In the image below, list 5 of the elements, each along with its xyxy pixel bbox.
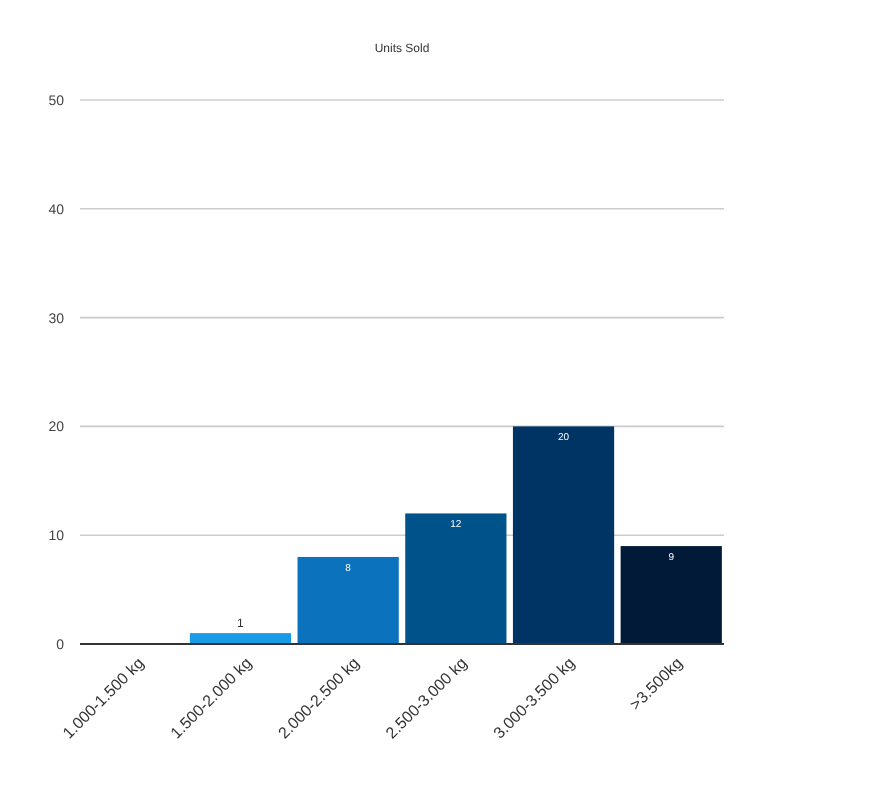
- bar: [620, 546, 722, 644]
- bar: [405, 513, 507, 644]
- bar: [189, 633, 292, 644]
- bar: [512, 426, 615, 644]
- bar: [297, 556, 399, 644]
